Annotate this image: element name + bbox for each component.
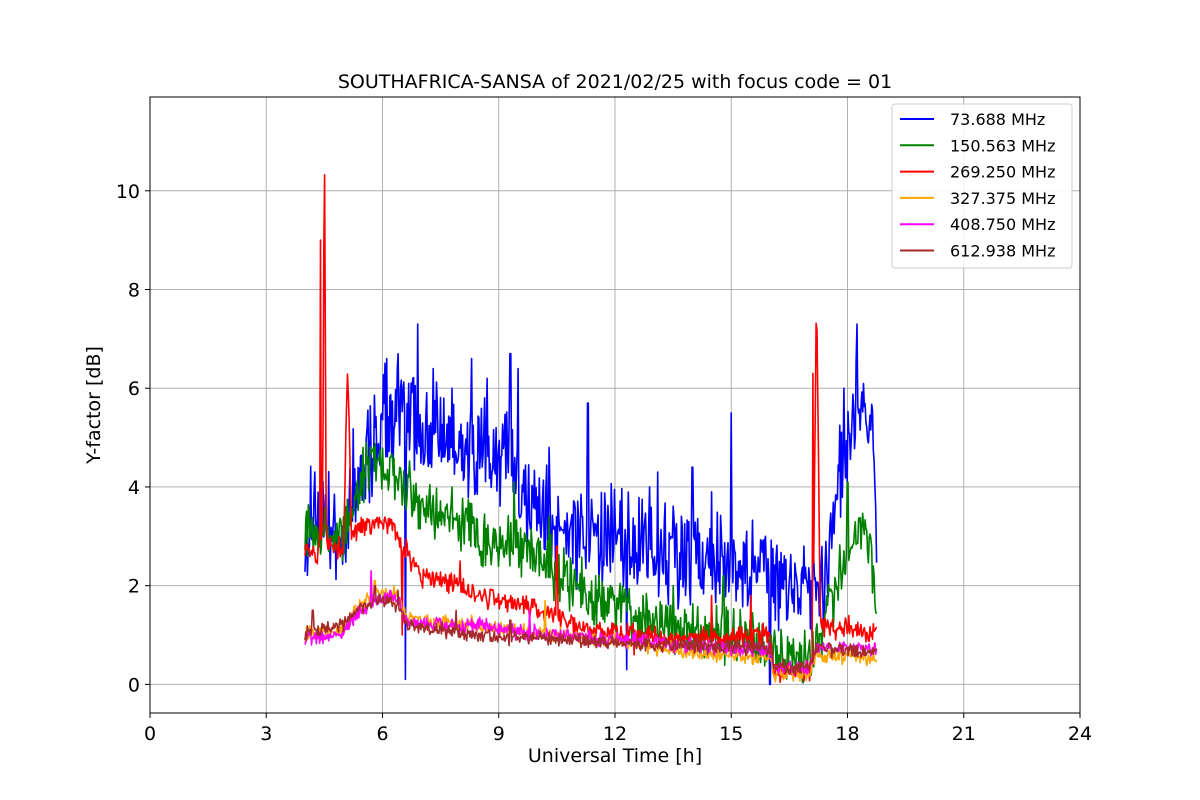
legend-entry: 150.563 MHz — [950, 136, 1055, 155]
series-line — [304, 584, 878, 676]
x-tick-label: 6 — [376, 723, 388, 745]
legend-entry: 73.688 MHz — [950, 110, 1045, 129]
x-tick-label: 21 — [952, 723, 976, 745]
legend-entry: 612.938 MHz — [950, 242, 1055, 261]
x-tick-label: 24 — [1068, 723, 1092, 745]
x-axis-label: Universal Time [h] — [528, 745, 702, 767]
x-tick-label: 18 — [835, 723, 859, 745]
x-tick-label: 15 — [719, 723, 743, 745]
x-tick-label: 9 — [493, 723, 505, 745]
y-tick-label: 6 — [128, 378, 140, 400]
series-line — [304, 323, 878, 686]
grid — [149, 97, 1081, 713]
y-tick-label: 10 — [116, 181, 140, 203]
series-layer — [304, 174, 878, 686]
y-tick-label: 0 — [128, 674, 140, 696]
x-tick-label: 3 — [260, 723, 272, 745]
x-tick-label: 12 — [603, 723, 627, 745]
x-tick-label: 0 — [144, 723, 156, 745]
legend-box — [891, 103, 1073, 269]
legend-entry: 269.250 MHz — [950, 163, 1055, 182]
y-tick-label: 4 — [128, 477, 140, 499]
legend-entry: 408.750 MHz — [950, 215, 1055, 234]
y-tick-label: 2 — [128, 576, 140, 598]
chart-title: SOUTHAFRICA-SANSA of 2021/02/25 with foc… — [338, 71, 892, 93]
series-line — [304, 441, 878, 684]
y-tick-label: 8 — [128, 280, 140, 302]
legend-entry: 327.375 MHz — [950, 189, 1055, 208]
y-axis-label: Y-factor [dB] — [83, 346, 105, 465]
legend: 73.688 MHz 150.563 MHz 269.250 MHz 327.375 … — [891, 103, 1073, 269]
